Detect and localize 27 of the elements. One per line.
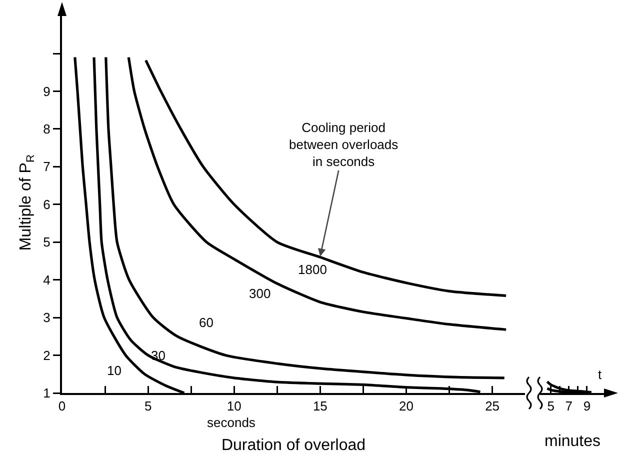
y-tick-label: 7 xyxy=(43,159,50,174)
x-tick-label: 5 xyxy=(144,398,152,414)
series-label: 60 xyxy=(199,315,214,330)
y-tick-label: 3 xyxy=(43,310,50,326)
y-tick-label: 9 xyxy=(43,84,50,99)
y-tick-label: 5 xyxy=(43,234,50,250)
x-tick-label: 0 xyxy=(58,398,66,414)
x-tick-label: 15 xyxy=(312,398,328,414)
annotation: Cooling period between overloads in seconds xyxy=(289,120,399,169)
series-label: 10 xyxy=(107,363,122,378)
x-tick-label: 7 xyxy=(565,398,573,414)
x-axis-title: minutes xyxy=(544,432,601,450)
x-tick-label: 10 xyxy=(226,398,242,414)
y-tick-label: 1 xyxy=(43,386,50,401)
y-tick-label: 8 xyxy=(43,121,50,136)
series-label: 1800 xyxy=(298,262,327,277)
x-tick-label: 5 xyxy=(547,398,554,414)
text: seconds xyxy=(207,415,256,430)
series-label: 300 xyxy=(249,286,271,301)
x-axis-title: Duration of overload xyxy=(221,437,366,454)
x-tick-label: 25 xyxy=(485,398,500,414)
x-tick-label: 9 xyxy=(583,398,591,414)
y-tick-label: 2 xyxy=(43,348,50,363)
annotation: t xyxy=(598,367,602,382)
y-tick-label: 6 xyxy=(43,196,50,212)
x-tick-label: 20 xyxy=(399,398,414,414)
y-tick-label: 4 xyxy=(43,272,50,288)
